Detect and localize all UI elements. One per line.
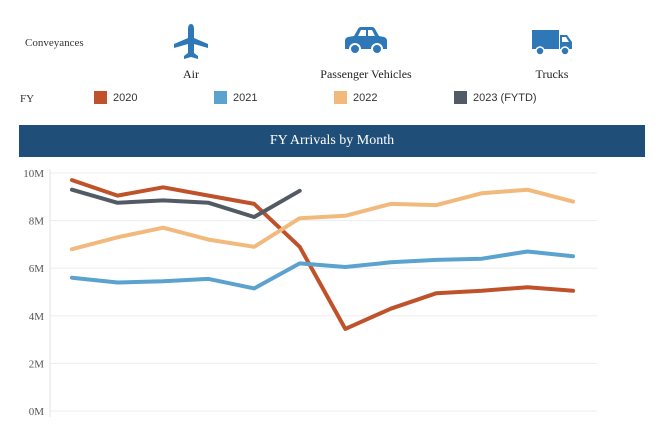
truck-icon — [532, 30, 572, 56]
legend-swatch-2021 — [214, 91, 227, 104]
car-icon — [345, 27, 387, 55]
series-line-2023-fytd[interactable] — [70, 187, 302, 219]
series-line-2021[interactable] — [70, 249, 575, 291]
conveyance-trucks-label: Trucks — [535, 67, 569, 81]
conveyance-passenger-vehicles-label: Passenger Vehicles — [320, 67, 412, 81]
legend-swatch-2023-fytd — [454, 91, 467, 104]
conveyances-label: Conveyances — [25, 37, 84, 49]
legend-label-2023-fytd: 2023 (FYTD) — [473, 91, 537, 104]
chart-title: FY Arrivals by Month — [19, 125, 645, 157]
y-tick-label: 10M — [23, 168, 44, 180]
conveyance-passenger-vehicles-button[interactable]: Passenger Vehicles — [305, 22, 427, 82]
legend-label-2021: 2021 — [233, 91, 258, 104]
y-tick-label: 0M — [29, 406, 45, 418]
legend-swatch-2020 — [94, 91, 107, 104]
y-tick-label: 8M — [29, 216, 45, 228]
fy-label: FY — [20, 93, 35, 105]
conveyance-air-label: Air — [183, 67, 199, 81]
airplane-icon — [174, 24, 208, 59]
conveyance-air-button[interactable]: Air — [166, 22, 216, 82]
series-line-2020[interactable] — [70, 178, 575, 331]
legend-item-2022[interactable]: 2022 — [334, 91, 377, 104]
y-tick-label: 2M — [29, 358, 45, 370]
legend-item-2021[interactable]: 2021 — [214, 91, 257, 104]
legend-swatch-2022 — [334, 91, 347, 104]
legend-label-2020: 2020 — [113, 91, 138, 104]
conveyance-trucks-button[interactable]: Trucks — [520, 22, 584, 82]
legend-item-2020[interactable]: 2020 — [94, 91, 137, 104]
legend-label-2022: 2022 — [353, 91, 378, 104]
series-line-2022[interactable] — [70, 187, 575, 252]
line-chart: 0M 2M 4M 6M 8M 10M — [23, 168, 597, 418]
y-tick-label: 6M — [29, 263, 45, 275]
legend-item-2023-fytd[interactable]: 2023 (FYTD) — [454, 91, 537, 104]
y-tick-label: 4M — [29, 311, 45, 323]
